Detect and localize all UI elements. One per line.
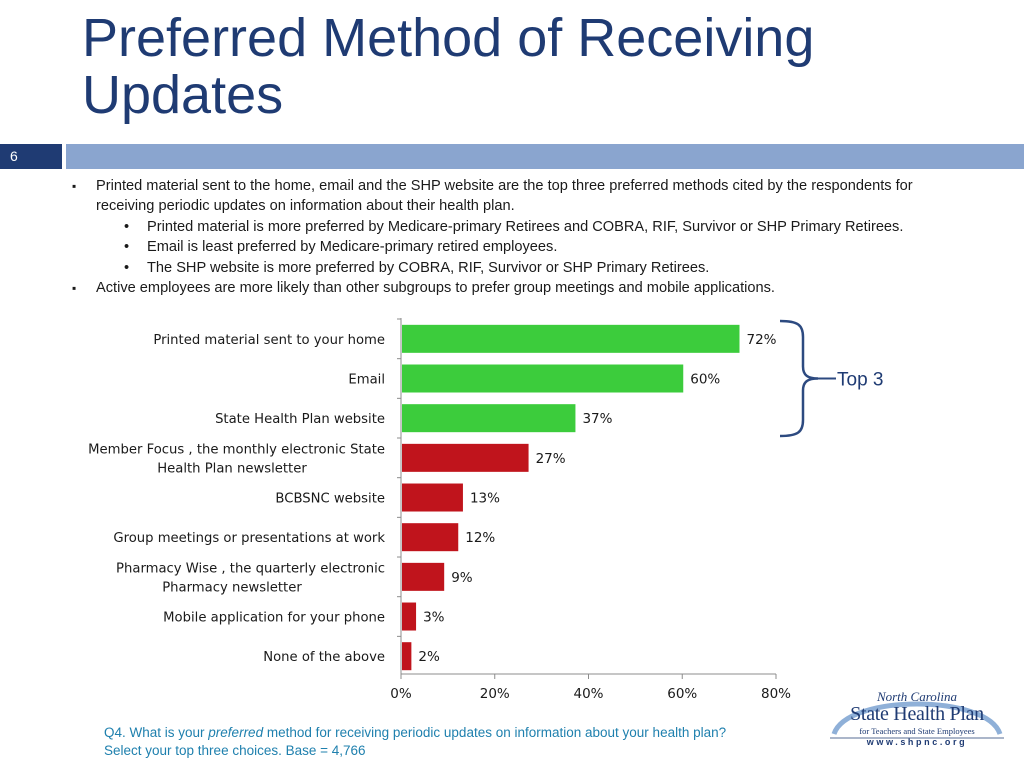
data-label: 13% <box>470 491 500 507</box>
x-tick-label: 40% <box>573 686 603 702</box>
sub-bullet-item: Printed material is more preferred by Me… <box>72 217 972 238</box>
title-rule <box>66 144 1024 169</box>
sub-bullet-item: Email is least preferred by Medicare-pri… <box>72 237 972 258</box>
bullet-item: Active employees are more likely than ot… <box>72 278 972 299</box>
category-label: Mobile application for your phone <box>163 611 385 626</box>
data-label: 2% <box>418 649 440 665</box>
footnote-emphasis: preferred <box>208 725 264 740</box>
x-tick-label: 80% <box>761 686 791 702</box>
bar <box>402 324 740 353</box>
sub-bullet-item: The SHP website is more preferred by COB… <box>72 258 972 279</box>
bar <box>402 642 412 671</box>
category-label: Health Plan newsletter <box>157 461 307 476</box>
category-label: Pharmacy Wise , the quarterly electronic <box>116 561 385 576</box>
bar <box>402 523 459 552</box>
data-label: 27% <box>536 451 566 467</box>
logo-line-3: for Teachers and State Employees <box>859 726 975 736</box>
bar <box>402 404 576 433</box>
bullet-item: Printed material sent to the home, email… <box>72 176 972 217</box>
bar <box>402 364 684 393</box>
data-label: 12% <box>465 530 495 546</box>
category-label: BCBSNC website <box>275 492 385 507</box>
x-tick-label: 60% <box>667 686 697 702</box>
logo-arc <box>830 701 1004 739</box>
footnote-line-1: Q4. What is your preferred method for re… <box>104 724 726 742</box>
top3-annotation: Top 3 <box>837 370 883 391</box>
bar <box>402 443 529 472</box>
logo-line-1: North Carolina <box>876 689 958 704</box>
footnote: Q4. What is your preferred method for re… <box>104 724 726 760</box>
category-label: Group meetings or presentations at work <box>113 531 385 546</box>
slide-number: 6 <box>0 144 62 169</box>
bullet-list: Printed material sent to the home, email… <box>72 176 972 299</box>
category-label: Email <box>348 373 385 388</box>
data-label: 72% <box>747 332 777 348</box>
bar <box>402 562 445 591</box>
data-label: 3% <box>423 610 445 626</box>
data-label: 60% <box>690 372 720 388</box>
data-label: 9% <box>451 570 473 586</box>
category-label: Member Focus , the monthly electronic St… <box>88 442 385 457</box>
logo-line-4: www.shpnc.org <box>866 737 968 747</box>
footnote-line-2: Select your top three choices. Base = 4,… <box>104 743 366 758</box>
category-label: Pharmacy newsletter <box>162 580 302 595</box>
top3-brace <box>779 319 819 438</box>
x-tick-label: 20% <box>480 686 510 702</box>
slide-title: Preferred Method of Receiving Updates <box>82 8 815 125</box>
footnote-pre: Q4. What is your <box>104 725 209 740</box>
shp-logo: North Carolina State Health Plan for Tea… <box>822 686 1012 756</box>
logo-line-2: State Health Plan <box>850 703 984 725</box>
bar <box>402 483 463 512</box>
category-label: Printed material sent to your home <box>153 333 385 348</box>
category-label: None of the above <box>263 650 385 665</box>
x-tick-label: 0% <box>390 686 412 702</box>
category-label: State Health Plan website <box>215 412 385 427</box>
data-label: 37% <box>582 411 612 427</box>
footnote-post: method for receiving periodic updates on… <box>263 725 727 740</box>
bar <box>402 602 417 631</box>
